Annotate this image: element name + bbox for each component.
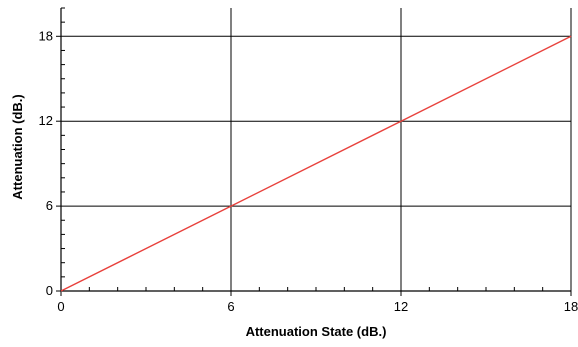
minor-ticks [61, 7, 544, 291]
x-axis-title: Attenuation State (dB.) [246, 324, 387, 339]
x-tick-label: 6 [227, 299, 234, 314]
series-line-0 [60, 35, 572, 292]
axes [56, 8, 572, 296]
grid-lines [61, 8, 572, 291]
y-tick-label: 6 [46, 198, 53, 213]
x-tick-label: 18 [564, 299, 578, 314]
x-tick-label: 12 [394, 299, 408, 314]
y-tick-label: 0 [46, 283, 53, 298]
y-tick-label: 12 [39, 113, 53, 128]
x-tick-labels: 0 6 12 18 [57, 299, 578, 314]
y-axis-title: Attenuation (dB.) [10, 94, 25, 199]
y-tick-labels: 0 6 12 18 [39, 28, 53, 298]
y-tick-label: 18 [39, 28, 53, 43]
series-lines [60, 35, 572, 292]
x-tick-label: 0 [57, 299, 64, 314]
